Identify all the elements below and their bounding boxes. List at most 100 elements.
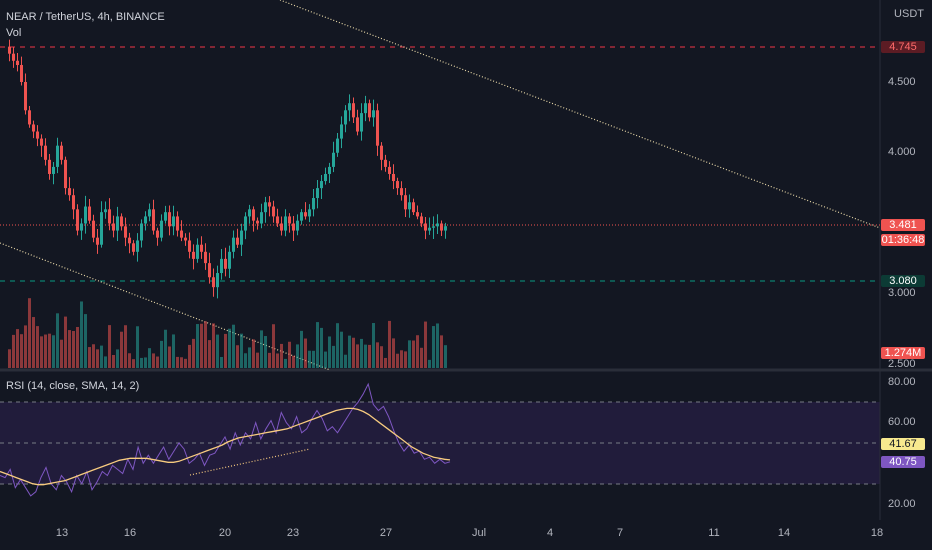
volume-bar <box>100 345 103 368</box>
volume-bar <box>168 346 171 368</box>
candle-body <box>24 82 27 111</box>
candle-body <box>268 202 271 207</box>
last-price-tag: 3.481 <box>881 219 925 231</box>
candle-body <box>120 216 123 227</box>
candle-body <box>228 251 231 269</box>
volume-bar <box>236 345 239 368</box>
volume-bar <box>232 324 235 368</box>
volume-bar <box>328 336 331 368</box>
volume-bar <box>212 323 215 368</box>
volume-bar <box>436 323 439 368</box>
volume-bar <box>404 351 407 368</box>
volume-bar <box>408 340 411 368</box>
volume-bar <box>424 321 427 368</box>
volume-bar <box>272 324 275 368</box>
candle-body <box>200 244 203 252</box>
candle-body <box>380 145 383 160</box>
volume-bar <box>356 344 359 368</box>
candle-body <box>44 145 47 160</box>
volume-title: Vol <box>6 27 22 39</box>
date-tick: 27 <box>379 527 393 539</box>
candle-body <box>348 103 351 111</box>
volume-bar <box>336 323 339 368</box>
volume-bar <box>84 314 87 368</box>
volume-bar <box>112 354 115 368</box>
rsi-value-tag: 40.75 <box>881 456 925 468</box>
candle-body <box>236 237 239 245</box>
candle-body <box>16 60 19 66</box>
volume-bar <box>400 350 403 368</box>
candle-body <box>188 240 191 252</box>
volume-bar <box>276 353 279 368</box>
candle-body <box>60 145 63 160</box>
volume-bar <box>140 357 143 368</box>
candle-body <box>420 216 423 224</box>
volume-bar <box>48 333 51 368</box>
candle-body <box>444 226 447 231</box>
candle-body <box>116 216 119 231</box>
candle-body <box>332 152 335 167</box>
candle-body <box>364 103 367 114</box>
candle-body <box>284 216 287 231</box>
volume-bar <box>28 298 31 368</box>
candle-body <box>352 103 355 118</box>
candle-body <box>320 181 323 189</box>
candle-body <box>112 223 115 231</box>
rsi-divergence-trendline[interactable] <box>189 448 311 476</box>
price-tick: 2.500 <box>888 358 916 370</box>
volume-bar <box>8 349 11 368</box>
volume-bar <box>44 334 47 368</box>
rsi-legend[interactable]: RSI (14, close, SMA, 14, 2) <box>6 380 140 392</box>
candle-body <box>432 226 435 228</box>
candle-body <box>336 138 339 153</box>
candle-body <box>84 206 87 224</box>
candle-body <box>176 216 179 231</box>
candle-body <box>212 277 215 288</box>
candle-body <box>164 212 167 221</box>
candle-body <box>140 223 143 241</box>
candle-body <box>224 258 227 269</box>
candle-body <box>152 209 155 231</box>
volume-bar <box>384 357 387 368</box>
candle-body <box>392 173 395 182</box>
candle-body <box>280 223 283 231</box>
volume-bar <box>348 335 351 368</box>
candle-body <box>160 220 163 238</box>
candle-body <box>128 237 131 244</box>
volume-bar <box>396 353 399 368</box>
candle-body <box>36 131 39 139</box>
resistance-price-tag[interactable]: 4.745 <box>881 41 925 53</box>
candle-body <box>104 209 107 213</box>
volume-bar <box>440 335 443 368</box>
volume-bar <box>184 358 187 368</box>
volume-bar <box>148 348 151 368</box>
candle-body <box>276 216 279 224</box>
volume-bar <box>60 339 63 368</box>
volume-bar <box>76 326 79 368</box>
volume-bar <box>300 330 303 368</box>
descending-trendline[interactable] <box>279 0 881 229</box>
candle-body <box>260 212 263 224</box>
candle-body <box>124 226 127 238</box>
symbol-legend[interactable]: NEAR / TetherUS, 4h, BINANCE Vol <box>6 9 165 41</box>
volume-bar <box>72 330 75 368</box>
volume-bar <box>156 356 159 368</box>
volume-bar <box>180 357 183 368</box>
currency-label[interactable]: USDT <box>894 8 924 20</box>
support-price-tag[interactable]: 3.080 <box>881 275 925 287</box>
volume-bar <box>128 353 131 368</box>
date-tick: 20 <box>218 527 232 539</box>
volume-bar <box>364 344 367 368</box>
candle-body <box>80 223 83 231</box>
volume-bar <box>388 320 391 368</box>
volume-bar <box>80 301 83 368</box>
candle-body <box>288 216 291 224</box>
candle-body <box>316 188 319 199</box>
volume-bar <box>196 324 199 368</box>
volume-bar <box>432 326 435 368</box>
candle-body <box>408 202 411 210</box>
volume-bar <box>292 355 295 368</box>
volume-bar <box>340 331 343 368</box>
volume-bar <box>200 323 203 368</box>
